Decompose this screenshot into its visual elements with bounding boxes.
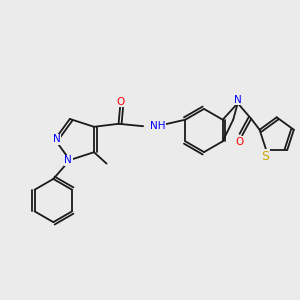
Text: S: S [262,150,269,163]
Text: O: O [116,97,124,107]
Text: NH: NH [150,121,165,131]
Text: O: O [236,137,244,147]
Text: N: N [64,155,72,165]
Text: N: N [234,94,242,105]
Text: N: N [52,134,60,145]
